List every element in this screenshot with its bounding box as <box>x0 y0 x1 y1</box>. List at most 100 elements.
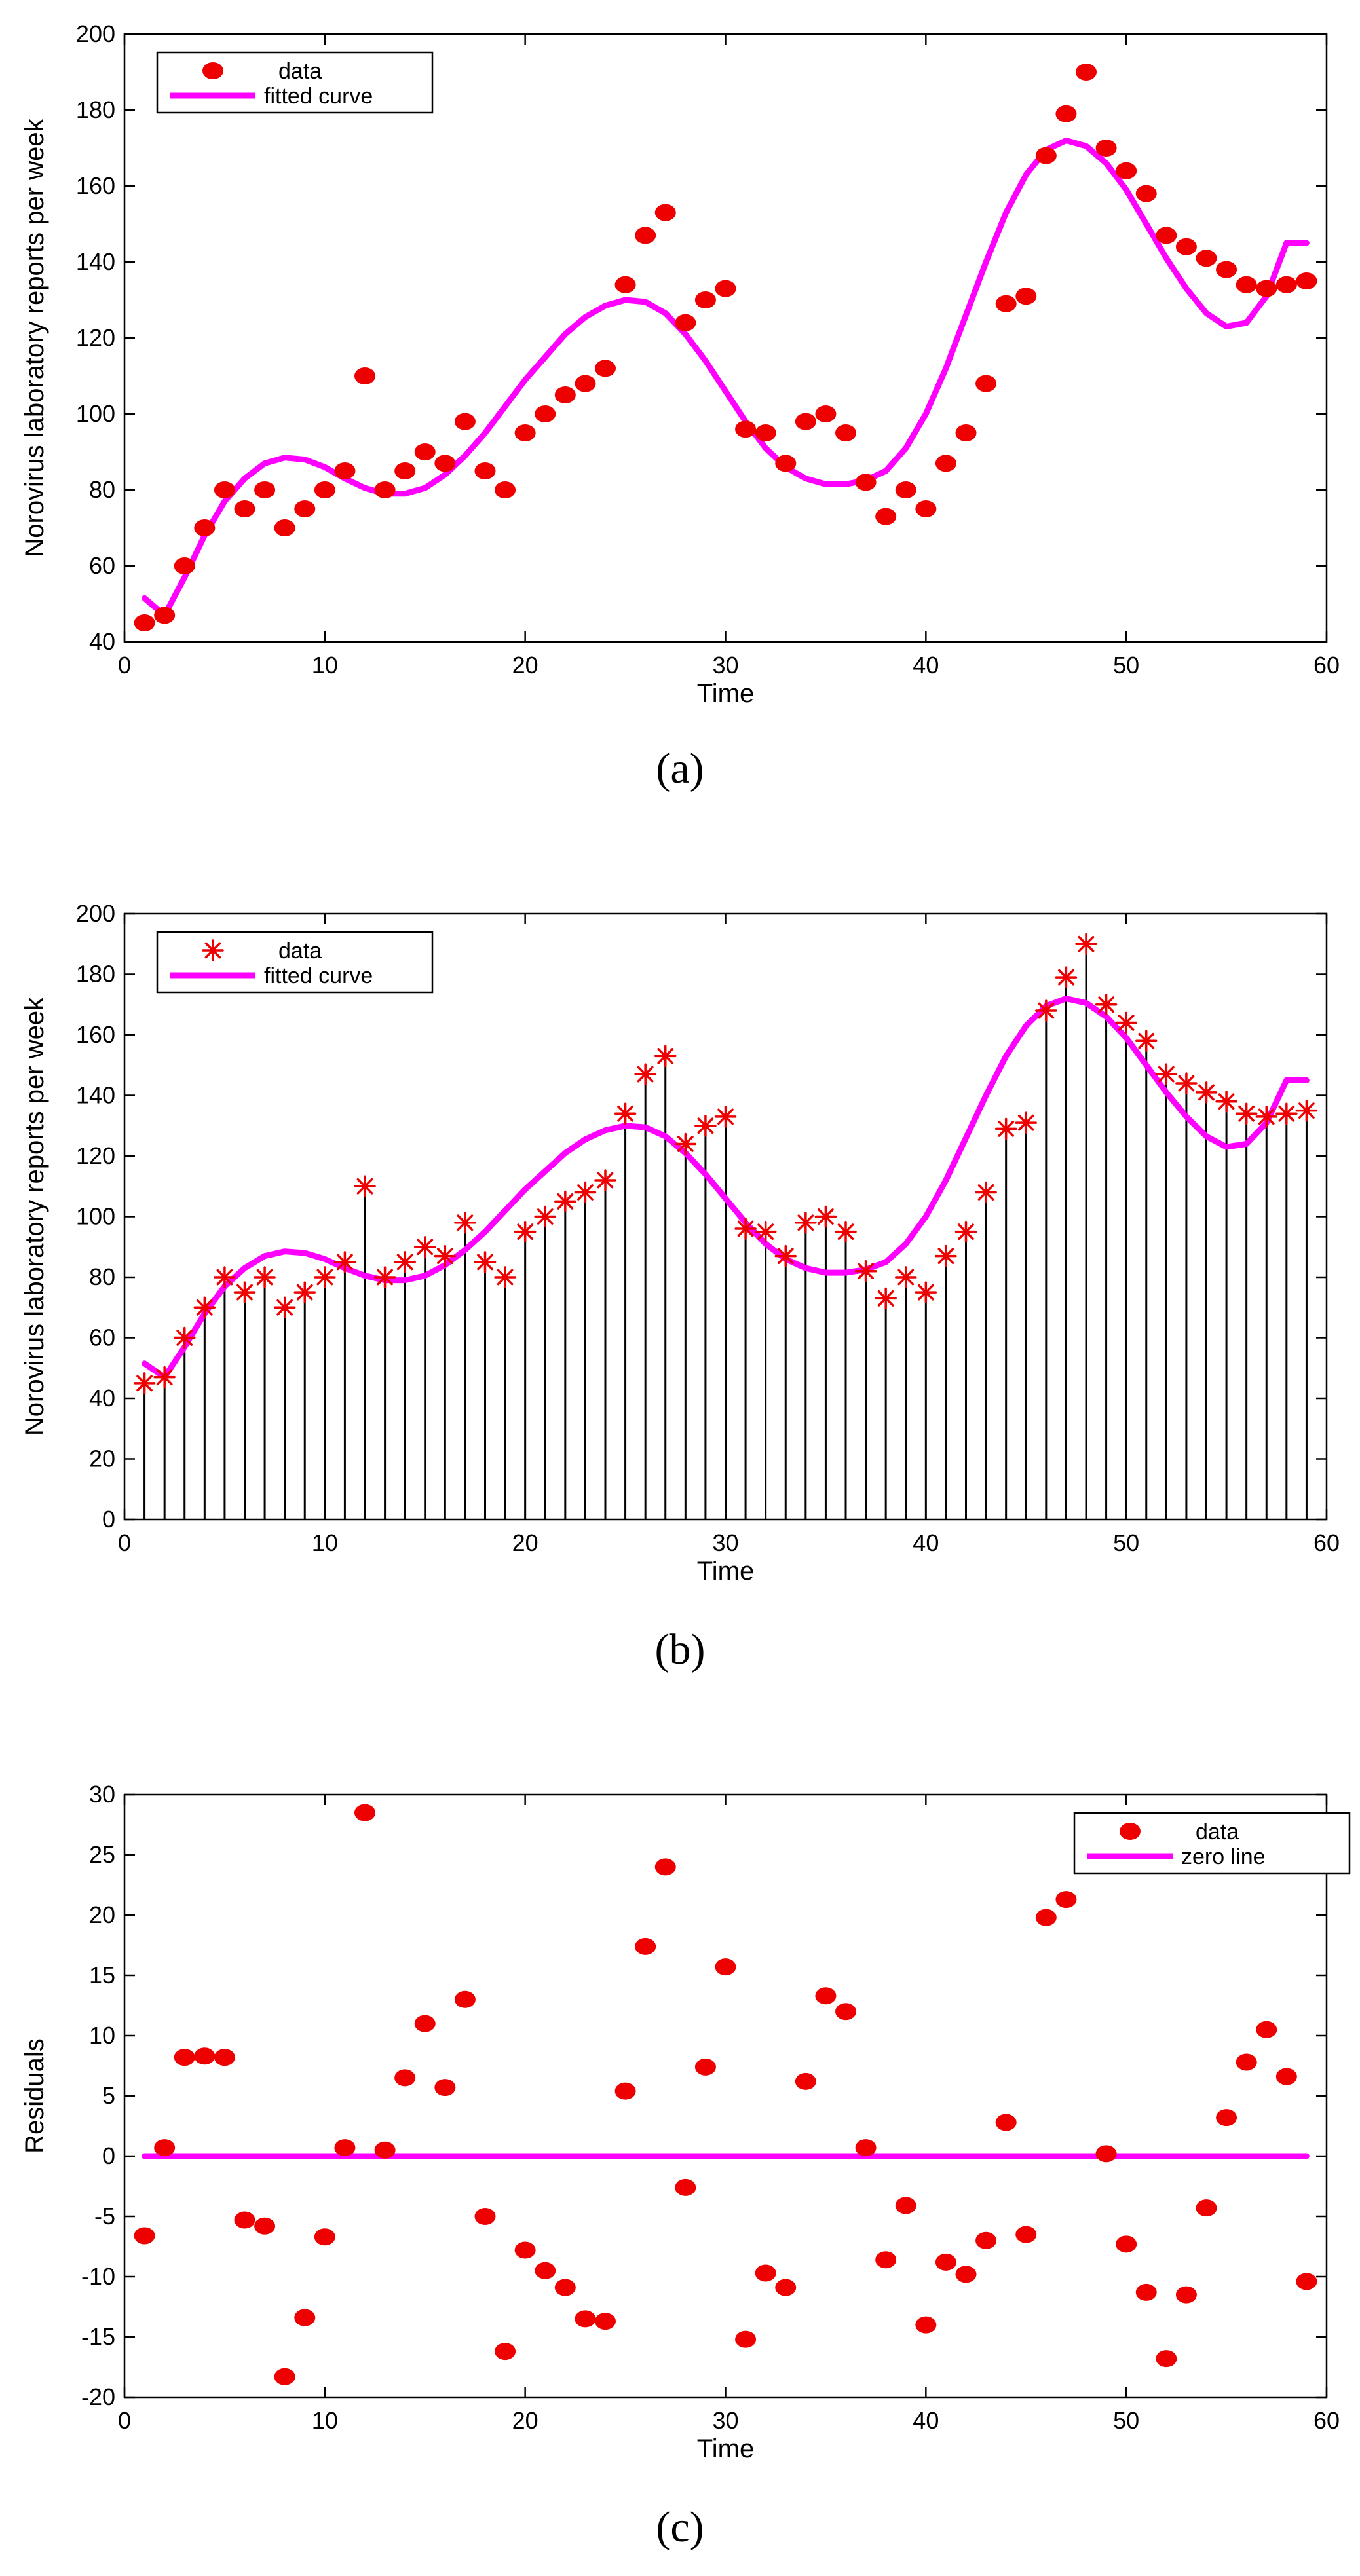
y-tick-label: 120 <box>76 1142 115 1169</box>
data-point <box>554 1190 576 1213</box>
data-point <box>254 1266 276 1288</box>
data-point <box>1175 1072 1198 1094</box>
y-tick-label: 15 <box>89 1962 115 1988</box>
data-point <box>975 2231 997 2249</box>
data-point <box>1196 2199 1217 2217</box>
legend-box <box>1073 1812 1351 1875</box>
data-point <box>935 2253 956 2271</box>
data-point <box>194 2047 216 2065</box>
data-point <box>1295 1099 1318 1122</box>
y-axis-title: Norovirus laboratory reports per week <box>20 118 49 557</box>
data-point <box>1255 1106 1277 1128</box>
data-point <box>895 481 916 498</box>
data-point <box>535 2262 556 2279</box>
axes-box <box>123 33 1328 643</box>
data-point <box>1196 250 1217 267</box>
data-point <box>915 2316 937 2334</box>
data-point <box>394 2069 416 2087</box>
y-tick-label: 20 <box>89 1901 115 1928</box>
x-axis-title: Time <box>697 679 754 708</box>
data-point <box>814 1205 837 1228</box>
x-axis-title: Time <box>697 1557 754 1586</box>
data-point <box>955 2266 977 2283</box>
data-point <box>735 420 757 438</box>
data-point <box>174 557 195 574</box>
data-point <box>1216 261 1237 278</box>
data-point <box>434 1244 457 1267</box>
data-point <box>495 481 516 498</box>
y-tick-label: 100 <box>76 1203 115 1230</box>
data-point <box>694 2058 716 2076</box>
legend-label-line: fitted curve <box>264 963 373 988</box>
panel-label: (a) <box>656 745 704 793</box>
data-point <box>1095 140 1117 157</box>
data-point <box>755 2264 776 2282</box>
data-point <box>334 2139 356 2157</box>
data-point <box>454 413 476 430</box>
data-point <box>715 280 736 297</box>
data-point <box>854 1260 877 1282</box>
data-point <box>294 2309 316 2326</box>
data-point <box>133 1372 156 1394</box>
data-point <box>975 1181 997 1204</box>
data-point <box>474 1251 497 1273</box>
y-tick-label: -20 <box>81 2383 115 2410</box>
data-point <box>1236 276 1257 293</box>
y-tick-label: 5 <box>102 2082 115 2109</box>
data-point <box>314 481 335 498</box>
x-axis: 0 10 20 30 40 50 60 <box>118 914 1340 1556</box>
x-tick-label: 0 <box>118 1529 131 1556</box>
axes-box <box>123 1793 1328 2399</box>
data-point <box>414 443 436 460</box>
y-tick-label: 120 <box>76 324 115 351</box>
data-point <box>374 2141 396 2159</box>
stem-lines <box>143 944 1308 1520</box>
y-tick-label: 40 <box>89 1385 115 1411</box>
data-point <box>293 1281 316 1303</box>
data-point <box>895 1266 917 1288</box>
data-point <box>1095 994 1118 1016</box>
x-axis: 0 10 20 30 40 50 60 <box>118 34 1340 679</box>
data-point <box>1076 64 1097 81</box>
legend-data-marker <box>202 939 224 961</box>
data-point <box>1296 2273 1317 2290</box>
data-point <box>233 1281 256 1303</box>
data-point <box>1215 1091 1237 1113</box>
data-point <box>193 1296 216 1318</box>
data-point <box>714 1106 737 1128</box>
data-point <box>1156 227 1177 244</box>
data-point <box>835 2003 856 2021</box>
data-points <box>134 64 1317 631</box>
data-point <box>394 1251 416 1273</box>
data-point <box>1055 966 1078 988</box>
data-point <box>1055 105 1077 122</box>
data-point <box>1135 2283 1157 2301</box>
data-point <box>694 1115 717 1137</box>
x-tick-label: 10 <box>312 652 338 679</box>
data-point <box>154 607 176 624</box>
panel-label: (c) <box>656 2503 704 2551</box>
fitted-curve-line <box>142 137 1310 618</box>
x-axis: 0 10 20 30 40 50 60 <box>118 1795 1340 2434</box>
data-point <box>354 1175 376 1197</box>
data-point <box>434 455 456 472</box>
data-point <box>1055 1891 1077 1909</box>
data-point <box>595 360 616 377</box>
x-tick-label: 30 <box>712 652 738 679</box>
data-point <box>214 2049 235 2066</box>
y-tick-label: 0 <box>102 1506 115 1533</box>
y-tick-label: 200 <box>76 20 115 47</box>
data-point <box>373 1266 396 1288</box>
data-point <box>634 1063 656 1085</box>
data-point <box>1135 1030 1158 1052</box>
data-point <box>1275 276 1297 293</box>
legend-data-marker <box>202 62 223 79</box>
y-tick-label: 30 <box>89 1781 115 1808</box>
data-point <box>954 1220 977 1243</box>
y-axis: 0 20 40 60 80 100 120 140 160 180 200 <box>76 900 1327 1533</box>
x-tick-label: 0 <box>118 652 131 679</box>
data-point <box>1275 2068 1297 2085</box>
data-point <box>454 1990 476 2008</box>
